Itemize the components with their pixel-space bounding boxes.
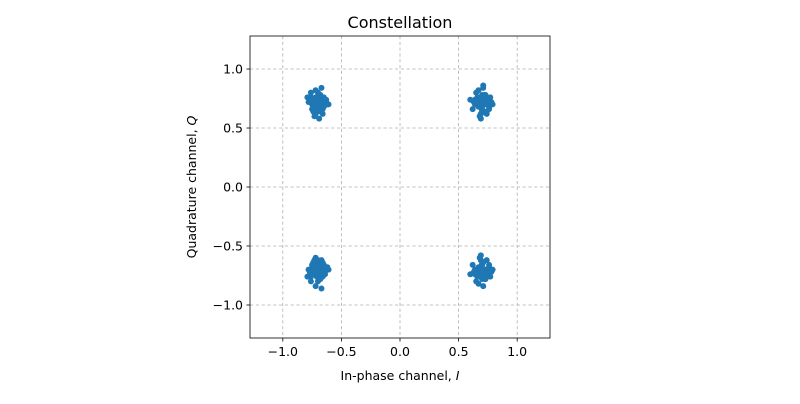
scatter-point [325, 101, 332, 108]
scatter-point [319, 110, 326, 117]
scatter-point [477, 252, 484, 259]
scatter-point [314, 257, 321, 264]
scatter-point [482, 276, 489, 283]
x-tick-label: 0.5 [449, 344, 469, 359]
y-tick-label: 0.5 [223, 121, 243, 136]
scatter-point [318, 285, 325, 292]
y-axis-label-text: Quadrature channel, [184, 125, 199, 258]
scatter-point [322, 271, 328, 278]
scatter-point [479, 266, 486, 273]
scatter-point [486, 106, 493, 113]
scatter-point [320, 103, 327, 110]
scatter-point [304, 94, 311, 101]
scatter-point [472, 271, 478, 278]
y-axis-label: Quadrature channel, Q [184, 115, 199, 258]
scatter-point [473, 89, 480, 96]
scatter-point [482, 91, 489, 98]
scatter-point [320, 261, 327, 268]
scatter-point [480, 84, 487, 91]
x-axis-label-text: In-phase channel, [341, 368, 456, 383]
x-axis-label: In-phase channel, I [341, 368, 460, 383]
scatter-point [305, 266, 312, 273]
y-tick-label: −0.5 [213, 238, 243, 253]
scatter-point [473, 278, 480, 285]
scatter-point [469, 261, 476, 268]
scatter-point [312, 99, 319, 106]
scatter-point [316, 115, 323, 122]
scatter-point [312, 268, 319, 275]
scatter-point [484, 271, 491, 278]
scatter-point [489, 101, 496, 108]
scatter-point [467, 271, 474, 278]
scatter-point [314, 108, 321, 115]
scatter-point [486, 261, 493, 268]
scatter-point [469, 106, 476, 113]
scatter-point [477, 257, 484, 264]
scatter-point [307, 278, 314, 285]
scatter-point [318, 84, 325, 91]
scatter-point [323, 96, 330, 103]
scatter-point [307, 89, 314, 96]
x-tick-label: 0.0 [390, 344, 410, 359]
scatter-point [479, 101, 486, 108]
scatter-point [477, 115, 484, 122]
scatter-point [305, 99, 312, 106]
grid-lines [250, 36, 550, 338]
scatter-point [317, 91, 324, 98]
scatter-point [311, 113, 318, 120]
scatter-point [467, 96, 474, 103]
scatter-points [304, 82, 496, 292]
y-tick-label: 0.0 [223, 180, 243, 195]
scatter-point [480, 283, 487, 290]
x-tick-label: 1.0 [507, 344, 527, 359]
scatter-point [484, 96, 491, 103]
x-axis-label-symbol: I [456, 368, 460, 383]
y-axis-label-symbol: Q [184, 115, 199, 125]
scatter-point [472, 96, 478, 103]
scatter-point [312, 87, 319, 94]
chart-title: Constellation [348, 13, 453, 32]
scatter-point [477, 110, 484, 117]
scatter-point [317, 276, 324, 283]
scatter-point [304, 273, 311, 280]
x-tick-label: −1.0 [268, 344, 298, 359]
scatter-point [312, 283, 319, 290]
x-tick-label: −0.5 [326, 344, 356, 359]
y-tick-label: −1.0 [213, 297, 243, 312]
y-tick-label: 1.0 [223, 62, 243, 77]
scatter-point [489, 266, 496, 273]
axis-ticks: −1.0 −0.5 0.0 0.5 1.0 −1.0 −0.5 0.0 0.5 1.0 [213, 62, 528, 359]
